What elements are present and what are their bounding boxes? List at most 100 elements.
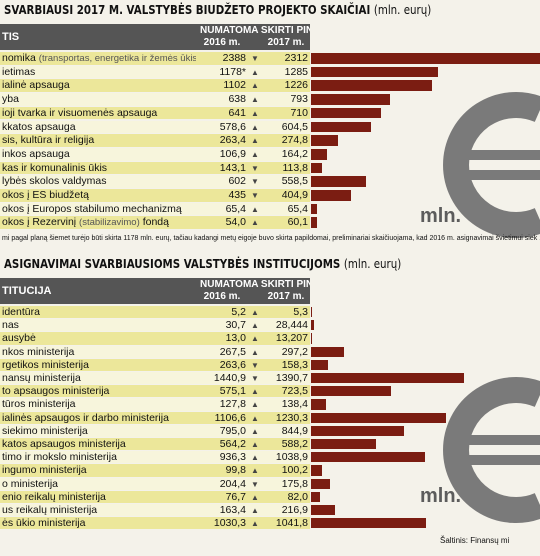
row-note: (transportas, energetika ir žemės ūkis) bbox=[38, 53, 196, 64]
row-bg bbox=[0, 52, 310, 65]
trend: ▲ bbox=[251, 413, 259, 423]
row-name: yba bbox=[2, 93, 19, 106]
trend: ▲ bbox=[251, 519, 259, 529]
trend: ▼ bbox=[251, 177, 259, 187]
bar-2017 bbox=[311, 333, 313, 344]
trend: ▲ bbox=[251, 400, 259, 410]
value-2017: 297,2 bbox=[281, 345, 308, 358]
table-title: SVARBIAUSI 2017 M. VALSTYBĖS BIUDŽETO PR… bbox=[4, 2, 537, 17]
row-bg bbox=[0, 120, 310, 134]
row-name: yba bbox=[2, 93, 196, 106]
watermark: mln. bbox=[420, 485, 462, 507]
watermark: mln. bbox=[420, 205, 462, 227]
trend: ▲ bbox=[251, 122, 259, 132]
value-2017: 793 bbox=[290, 93, 308, 106]
trend: ▲ bbox=[251, 108, 259, 118]
trend: ▲ bbox=[251, 492, 259, 502]
value-2016: 795,0 bbox=[219, 424, 246, 437]
row-name: nomika bbox=[2, 52, 36, 64]
value-2016: 13,0 bbox=[225, 332, 246, 345]
row-name: lybės skolos valdymas bbox=[2, 175, 107, 188]
bar-2017 bbox=[311, 176, 367, 187]
value-2016: 1440,9 bbox=[213, 372, 246, 384]
row-bg bbox=[0, 189, 310, 202]
row-name: to apsaugos ministerija bbox=[2, 385, 110, 398]
value-2017: 710 bbox=[290, 106, 308, 119]
trend: ▲ bbox=[251, 466, 259, 476]
trend: ▲ bbox=[251, 149, 259, 159]
row-name: ialinė apsauga bbox=[2, 79, 196, 92]
header-2017: 2017 m. bbox=[262, 291, 310, 302]
row-name: nansų ministerija bbox=[2, 372, 81, 384]
bar-2017 bbox=[311, 107, 382, 119]
row-name: ės ūkio ministerija bbox=[2, 517, 86, 530]
trend: ▼ bbox=[251, 54, 259, 63]
row-name: nkos ministerija bbox=[2, 346, 196, 359]
header-2017: 2017 m. bbox=[262, 37, 310, 48]
row-name: okos į Rezervinį (stabilizavimo) fondą bbox=[2, 216, 196, 229]
row-name: ingumo ministerija bbox=[2, 464, 87, 477]
value-2017: 65,4 bbox=[287, 202, 308, 215]
value-2017: 216,9 bbox=[281, 504, 308, 516]
row-name: kas ir komunalinis ūkis bbox=[2, 162, 196, 175]
bar-2017 bbox=[311, 53, 540, 64]
row-name: ausybė bbox=[2, 332, 196, 345]
row-name: ioji tvarka ir visuomenės apsauga bbox=[2, 107, 196, 120]
bar-2017 bbox=[311, 94, 390, 105]
value-2016: 163,4 bbox=[219, 504, 246, 516]
row-bg bbox=[0, 306, 310, 319]
table-title: ASIGNAVIMAI SVARBIAUSIOMS VALSTYBĖS INST… bbox=[4, 256, 537, 271]
value-2017: 1226 bbox=[284, 79, 308, 92]
value-2017: 723,5 bbox=[281, 385, 308, 398]
trend: ▲ bbox=[251, 308, 259, 317]
trend: ▲ bbox=[251, 347, 259, 357]
row-name: us reikalų ministerija bbox=[2, 504, 196, 517]
value-2017: 175,8 bbox=[281, 477, 308, 490]
title-unit: (mln. eurų) bbox=[373, 2, 432, 17]
row-bg bbox=[0, 332, 310, 345]
value-2017: 404,9 bbox=[281, 189, 308, 201]
row-name: okos į ES biudžetą bbox=[2, 189, 196, 202]
header-group: NUMATOMA SKIRTI PINIGŲ bbox=[200, 279, 310, 290]
bar-2017 bbox=[311, 217, 317, 229]
source: Šaltinis: Finansų mi bbox=[440, 536, 510, 546]
trend: ▼ bbox=[251, 163, 259, 173]
footnote: mi pagal planą šiemet turėjo būti skirta… bbox=[2, 235, 540, 243]
trend: ▲ bbox=[251, 204, 259, 214]
row-name: siekimo ministerija bbox=[2, 425, 196, 438]
value-2016: 204,4 bbox=[219, 477, 246, 490]
trend: ▲ bbox=[251, 218, 259, 228]
bar-2017 bbox=[311, 346, 344, 357]
row-bg bbox=[0, 93, 310, 106]
bar-2017 bbox=[311, 80, 433, 92]
row-bg bbox=[0, 372, 310, 385]
bar-2017 bbox=[311, 478, 331, 489]
row-name: okos į ES biudžetą bbox=[2, 189, 89, 201]
row-name: ialinė apsauga bbox=[2, 79, 70, 92]
row-name: enio reikalų ministerija bbox=[2, 490, 106, 503]
row-name: kas ir komunalinis ūkis bbox=[2, 161, 108, 174]
row-name2: fondą bbox=[142, 216, 169, 229]
value-2017: 1041,8 bbox=[275, 517, 308, 530]
row-bg bbox=[0, 175, 310, 188]
row-name: enio reikalų ministerija bbox=[2, 491, 196, 504]
trend: ▲ bbox=[251, 426, 259, 436]
trend: ▼ bbox=[251, 374, 259, 383]
row-name: timo ir mokslo ministerija bbox=[2, 451, 117, 464]
row-bg bbox=[0, 477, 310, 490]
value-2016: 30,7 bbox=[225, 319, 246, 332]
title-unit: (mln. eurų) bbox=[343, 256, 402, 271]
trend: ▲ bbox=[251, 81, 259, 91]
row-name: sis, kultūra ir religija bbox=[2, 134, 95, 147]
value-2017: 138,4 bbox=[281, 398, 308, 411]
value-2017: 164,2 bbox=[281, 147, 308, 160]
trend: ▲ bbox=[251, 136, 259, 146]
value-2016: 5,2 bbox=[231, 306, 246, 318]
bar-2017 bbox=[311, 386, 391, 397]
row-name: lybės skolos valdymas bbox=[2, 175, 196, 188]
row-name: nkos ministerija bbox=[2, 345, 75, 358]
bar-2017 bbox=[311, 320, 315, 331]
value-2017: 844,9 bbox=[281, 424, 308, 437]
bar-2017 bbox=[311, 518, 426, 529]
value-2016: 435 bbox=[228, 189, 246, 201]
